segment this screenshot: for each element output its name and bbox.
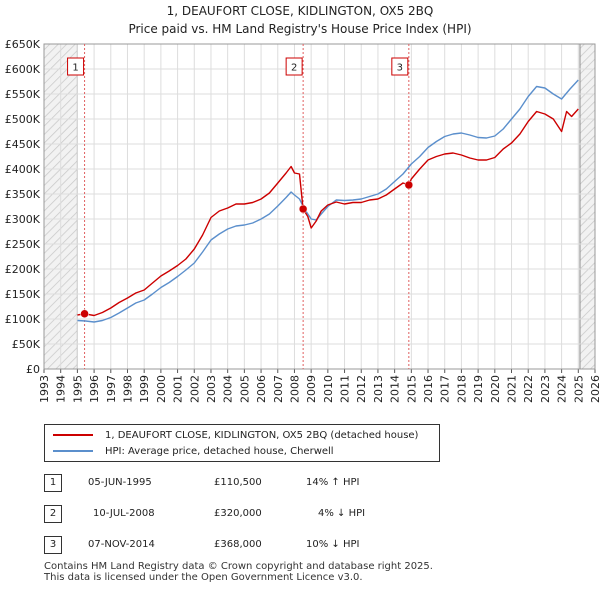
chart-title: 1, DEAUFORT CLOSE, KIDLINGTON, OX5 2BQ P… [0,2,600,38]
price-chart: £0 £50K £100K £150K £200K £250K £300K £350K £400… [5,38,600,403]
x-tick-label: 2018 [455,375,468,403]
transaction-price: £368,000 [214,539,262,550]
x-tick-label: 2001 [172,375,185,403]
legend-swatch-blue [53,450,93,452]
x-tick-label: 1995 [71,375,84,403]
x-tick-label: 2017 [439,375,452,403]
y-tick-label: £600K [5,63,41,76]
annotation-label: 3 [397,63,403,74]
transaction-number: 3 [44,536,62,554]
x-tick-label: 1997 [105,375,118,403]
annotation-box [67,57,85,76]
x-tick-label: 2002 [188,375,201,403]
x-tick-label: 2022 [522,375,535,403]
plot-area [44,44,595,369]
x-tick-label: 2015 [405,375,418,403]
transaction-price: £320,000 [214,508,262,519]
footer-attribution: Contains HM Land Registry data © Crown c… [44,561,433,583]
x-tick-label: 2016 [422,375,435,403]
legend-item-property: 1, DEAUFORT CLOSE, KIDLINGTON, OX5 2BQ (… [53,427,418,443]
property-price-line [77,108,579,317]
y-tick-label: £650K [5,38,41,51]
transaction-price: £110,500 [214,477,262,488]
legend-label-property: 1, DEAUFORT CLOSE, KIDLINGTON, OX5 2BQ (… [105,429,419,441]
x-tick-label: 1996 [88,375,101,403]
footer-line2: This data is licensed under the Open Gov… [44,572,363,583]
sale-marker [404,180,414,190]
x-tick-label: 1999 [138,375,151,403]
annotation-box [285,57,303,76]
x-tick-label: 2007 [272,375,285,403]
x-tick-label: 1998 [121,375,134,403]
transaction-date: 05-JUN-1995 [88,477,152,488]
transaction-date: 07-NOV-2014 [88,539,155,550]
x-tick-label: 2005 [238,375,251,403]
x-tick-label: 2026 [589,375,600,403]
x-tick-label: 1993 [38,375,51,403]
y-tick-label: £400K [5,163,41,176]
y-tick-label: £550K [5,88,41,101]
y-tick-label: £500K [5,113,41,126]
x-tick-label: 2013 [372,375,385,403]
hatched-region-after [579,44,595,369]
x-tick-label: 2009 [305,375,318,403]
x-tick-label: 2008 [288,375,301,403]
x-tick-label: 2020 [489,375,502,403]
y-tick-label: £100K [5,313,41,326]
legend-swatch-red [53,434,93,436]
x-tick-label: 2021 [506,375,519,403]
annotation-box [391,57,409,76]
transaction-hpi-diff: 14% ↑ HPI [306,477,360,488]
legend-item-hpi: HPI: Average price, detached house, Cher… [53,443,334,459]
y-tick-label: £250K [5,238,41,251]
x-tick-label: 2003 [205,375,218,403]
x-tick-label: 2023 [539,375,552,403]
x-tick-label: 2024 [556,375,569,403]
footer-line1: Contains HM Land Registry data © Crown c… [44,561,433,572]
annotation-label: 1 [72,63,78,74]
x-tick-label: 2010 [322,375,335,403]
plot-frame [43,43,596,370]
y-tick-label: £350K [5,188,41,201]
x-tick-label: 2019 [472,375,485,403]
x-tick-label: 2011 [339,375,352,403]
transaction-number: 1 [44,474,62,492]
transaction-hpi-diff: 10% ↓ HPI [306,539,360,550]
chart-title-line1: 1, DEAUFORT CLOSE, KIDLINGTON, OX5 2BQ [166,4,434,18]
transaction-hpi-diff: 4% ↓ HPI [318,508,366,519]
x-tick-label: 2014 [389,375,402,403]
y-tick-label: £450K [5,138,41,151]
transaction-row: 1 05-JUN-1995 £110,500 14% ↑ HPI [44,474,404,494]
chart-title-line2: Price paid vs. HM Land Registry's House … [128,22,472,36]
transaction-row: 3 07-NOV-2014 £368,000 10% ↓ HPI [44,536,404,556]
x-tick-label: 2004 [222,375,235,403]
legend-label-hpi: HPI: Average price, detached house, Cher… [105,445,334,457]
y-tick-label: £0 [26,363,40,376]
sale-marker [298,204,308,214]
sale-marker [80,309,89,318]
annotation-label: 2 [291,63,297,74]
y-tick-label: £150K [5,288,41,301]
y-tick-label: £50K [12,338,41,351]
transaction-row: 2 10-JUL-2008 £320,000 4% ↓ HPI [44,505,404,525]
transaction-number: 2 [44,505,62,523]
x-tick-label: 2000 [155,375,168,403]
y-tick-label: £200K [5,263,41,276]
x-tick-label: 2006 [255,375,268,403]
x-tick-label: 2025 [572,375,585,403]
y-tick-label: £300K [5,213,41,226]
chart-legend: 1, DEAUFORT CLOSE, KIDLINGTON, OX5 2BQ (… [44,424,440,462]
x-tick-label: 2012 [355,375,368,403]
x-tick-label: 1994 [55,375,68,403]
transaction-date: 10-JUL-2008 [93,508,155,519]
